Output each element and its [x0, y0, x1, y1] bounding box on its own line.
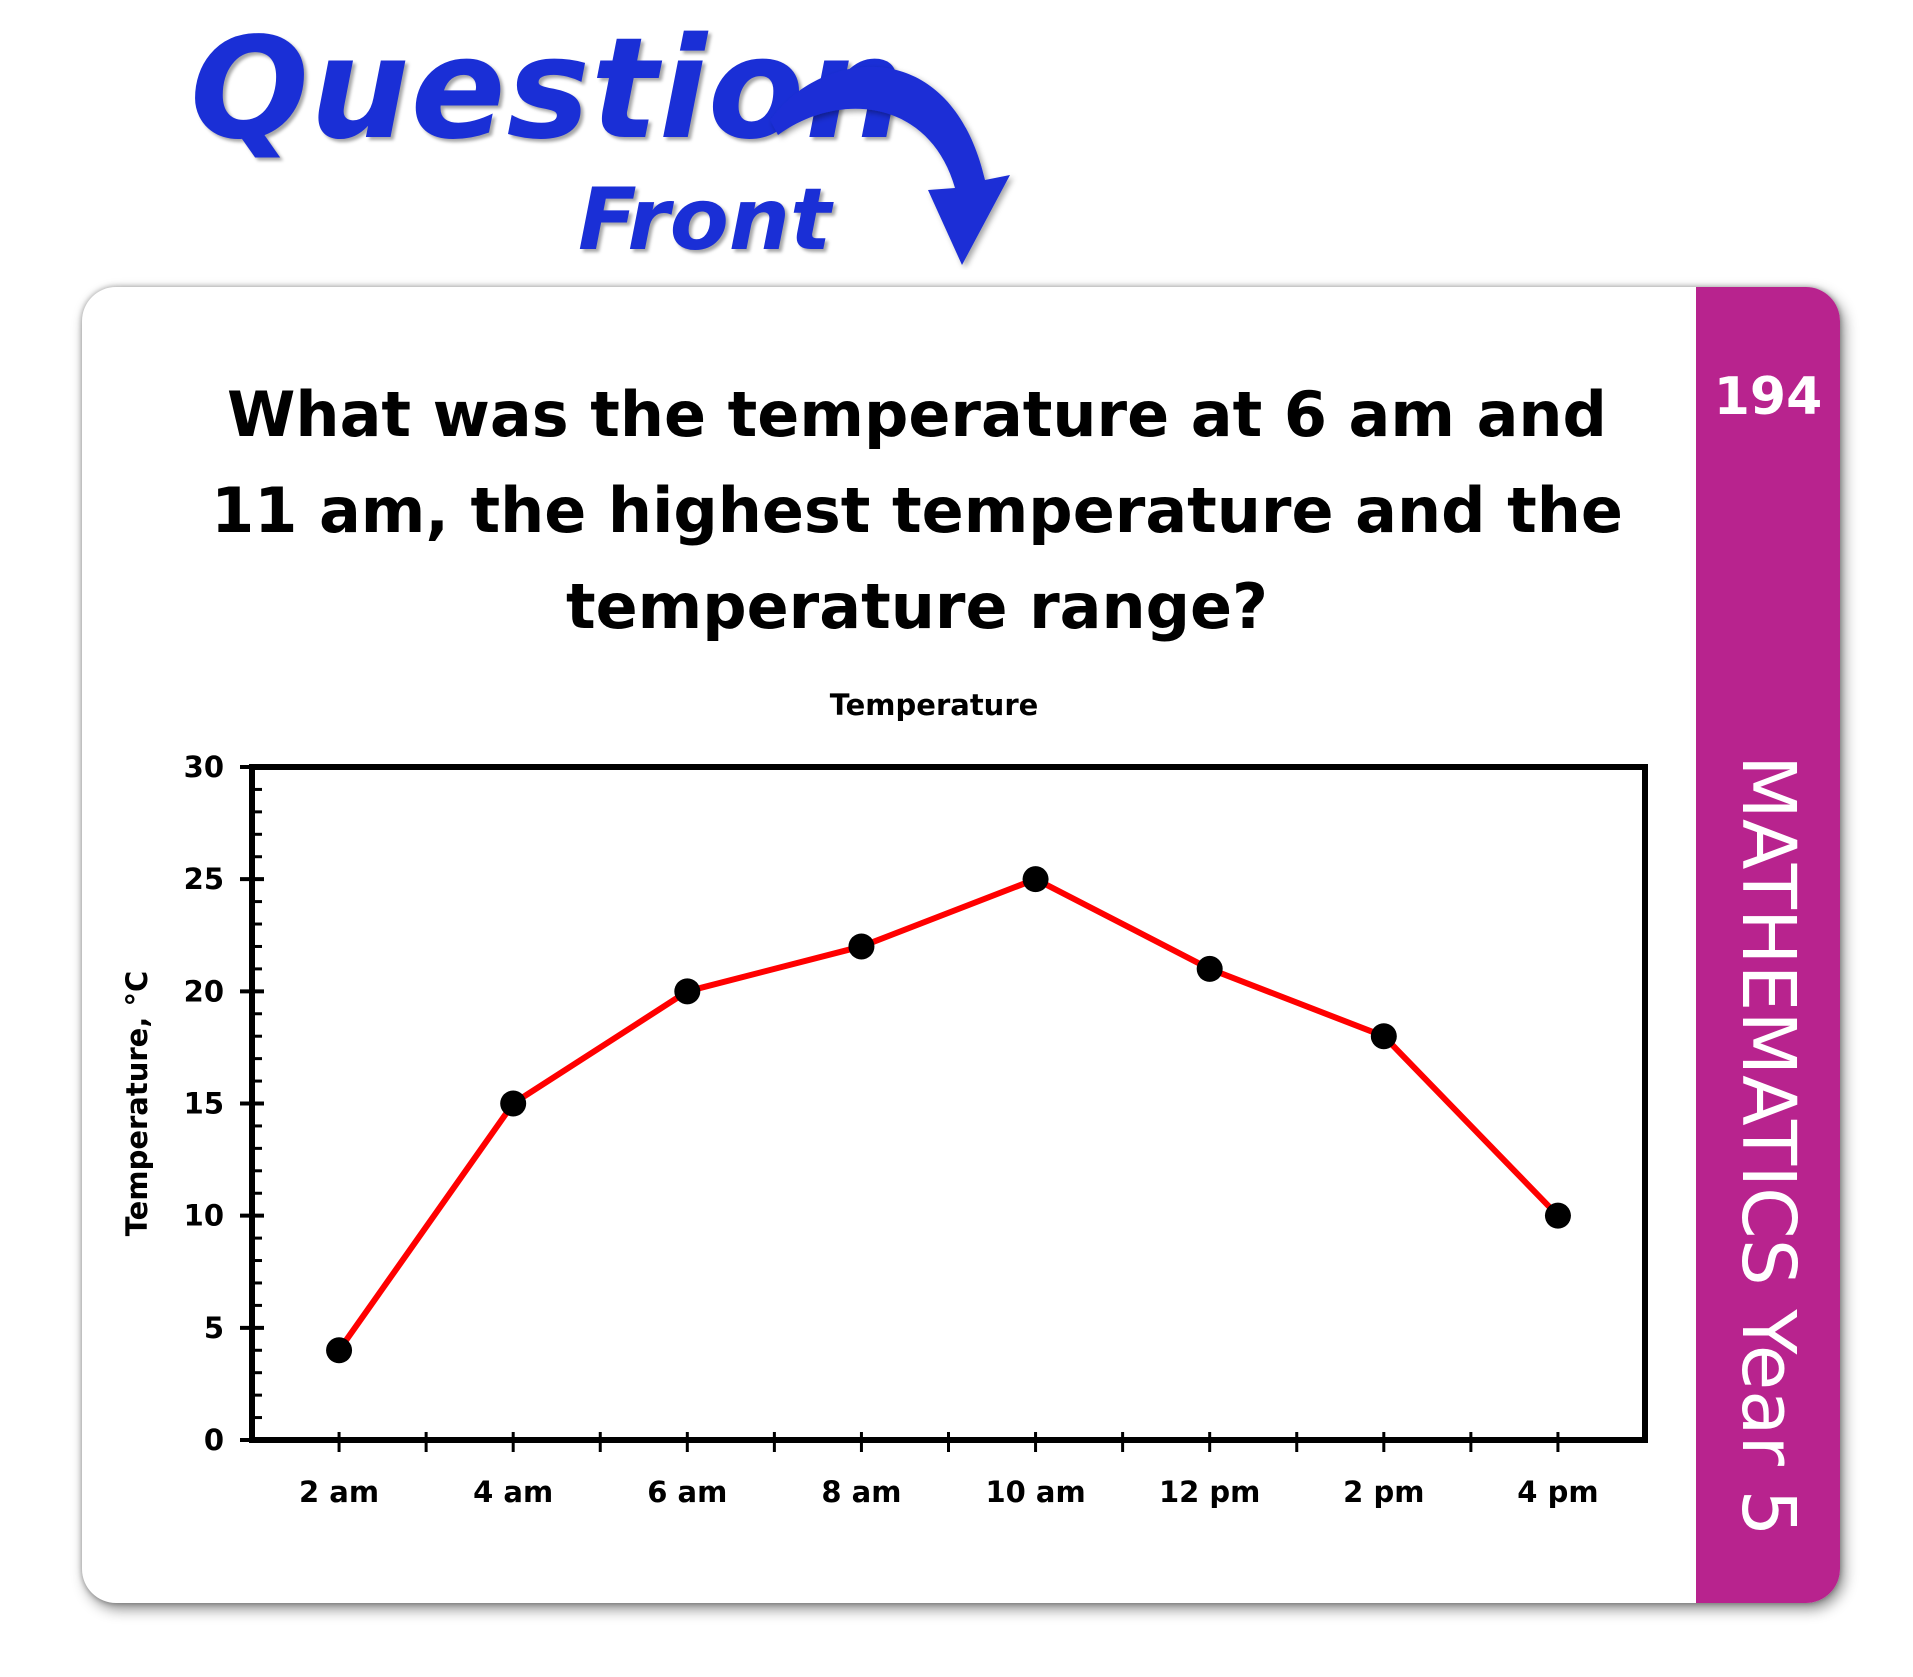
- data-point-marker: [1544, 1202, 1571, 1229]
- front-heading: Front: [578, 170, 832, 270]
- x-tick-label: 12 pm: [1159, 1475, 1260, 1509]
- x-tick-label: 10 am: [985, 1475, 1085, 1509]
- y-axis-ticks: 0 5 10 15 20 25 30: [184, 750, 264, 1457]
- data-point-marker: [848, 933, 875, 960]
- y-axis-label: Temperature, °C: [120, 971, 154, 1237]
- question-card: What was the temperature at 6 am and 11 …: [82, 287, 1840, 1603]
- data-point-marker: [1196, 955, 1223, 982]
- data-point-marker: [326, 1337, 353, 1364]
- subject-band: 194 MATHEMATICS Year 5: [1696, 287, 1840, 1603]
- subject-label: MATHEMATICS Year 5: [1725, 755, 1811, 1537]
- card-number: 194: [1713, 367, 1823, 427]
- data-point-marker: [1370, 1023, 1397, 1050]
- question-text: What was the temperature at 6 am and 11 …: [211, 378, 1623, 643]
- question-heading: Question: [190, 8, 906, 171]
- x-axis-ticks: 2 am 4 am 6 am 8 am 10 am 12 pm 2 pm 4 pm: [299, 1432, 1599, 1509]
- data-point-marker: [674, 978, 701, 1005]
- data-point-marker: [1022, 866, 1049, 893]
- x-tick-label: 4 pm: [1517, 1475, 1598, 1509]
- data-point-marker: [500, 1090, 527, 1117]
- y-tick-label: 0: [204, 1423, 224, 1457]
- series-line: [336, 875, 1561, 1352]
- y-tick-label: 30: [184, 750, 224, 784]
- y-tick-label: 25: [184, 862, 224, 896]
- x-tick-label: 8 am: [821, 1475, 901, 1509]
- plot-area-frame: [249, 764, 1648, 1443]
- x-tick-label: 2 pm: [1343, 1475, 1424, 1509]
- temperature-line-chart: Temperature Temperature, °C 0 5 10 15 20 25 30…: [120, 688, 1648, 1509]
- x-tick-label: 2 am: [299, 1475, 379, 1509]
- curved-arrow-icon: [770, 66, 1010, 265]
- data-points: [326, 866, 1571, 1364]
- x-tick-label: 6 am: [647, 1475, 727, 1509]
- x-tick-label: 4 am: [473, 1475, 553, 1509]
- y-tick-label: 20: [184, 974, 224, 1008]
- chart-title: Temperature: [830, 688, 1039, 722]
- y-tick-label: 5: [204, 1311, 224, 1345]
- y-tick-label: 10: [184, 1199, 224, 1233]
- y-tick-label: 15: [184, 1087, 224, 1121]
